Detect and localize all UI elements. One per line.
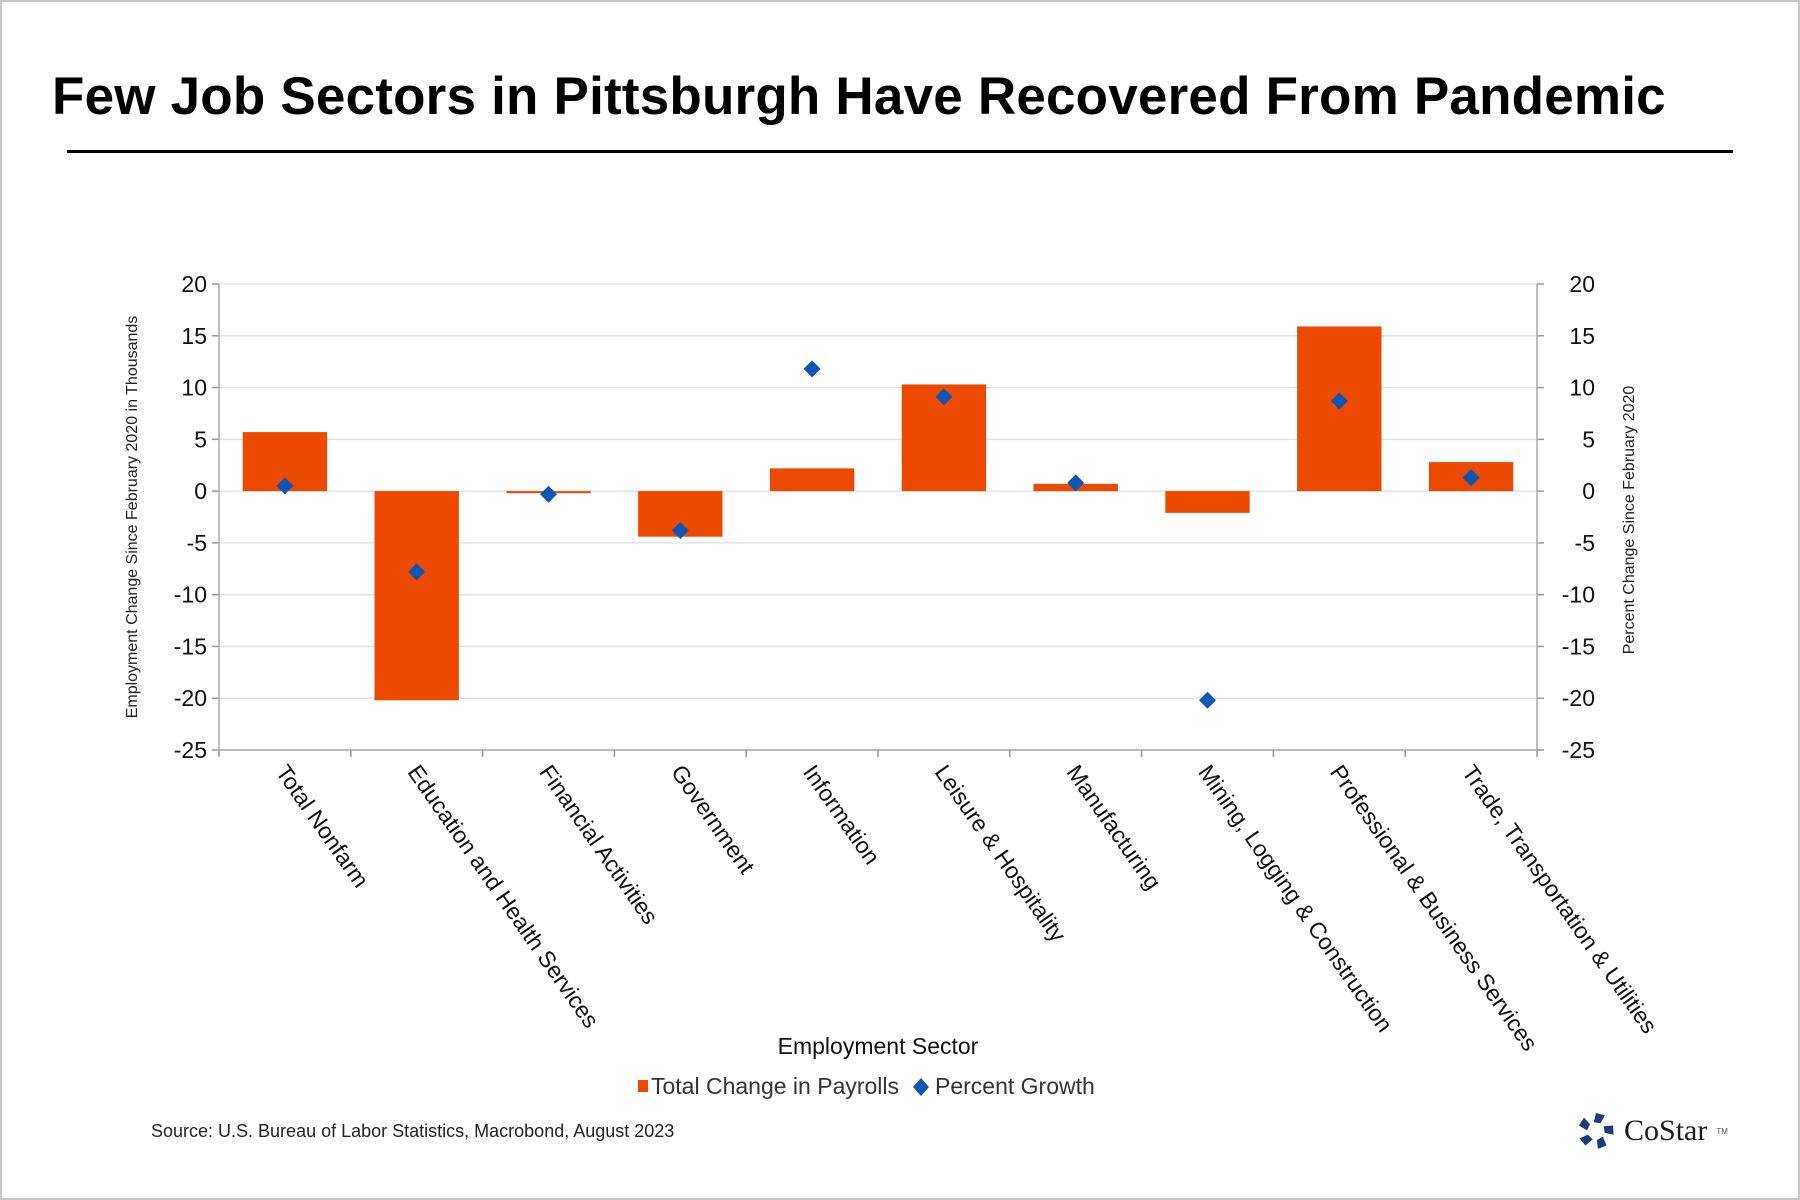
- axes: [212, 283, 1544, 757]
- right-tick-label: 0: [1582, 478, 1595, 504]
- point-marker: [540, 485, 557, 503]
- chart-title: Few Job Sectors in Pittsburgh Have Recov…: [52, 67, 1666, 126]
- logo-wedge: [1578, 1117, 1590, 1131]
- point-marker: [1199, 691, 1216, 709]
- left-tick-labels: 20 15 10 5 0 -5 -10 -15 -20 -25: [174, 271, 207, 763]
- left-tick-label: 10: [181, 375, 207, 401]
- logo-wedge: [1579, 1134, 1593, 1146]
- category-label: Financial Activities: [534, 760, 663, 929]
- left-tick-label: 0: [194, 478, 207, 504]
- bar: [374, 491, 459, 701]
- logo-wedge: [1596, 1136, 1607, 1149]
- logo-wedge: [1603, 1125, 1614, 1135]
- legend-label-bars: Total Change in Payrolls: [651, 1073, 899, 1099]
- y2-axis-title: Percent Change Since February 2020: [1621, 386, 1638, 655]
- costar-star-icon: [1578, 1113, 1614, 1149]
- point-marker: [276, 477, 294, 495]
- point-marker: [1462, 469, 1480, 487]
- left-tick-label: 5: [194, 426, 207, 452]
- category-label: Total Nonfarm: [271, 760, 374, 892]
- logo-wedge: [1593, 1113, 1605, 1124]
- right-tick-label: 10: [1569, 375, 1595, 401]
- y-axis-title: Employment Change Since February 2020 in…: [124, 316, 141, 719]
- right-tick-label: 5: [1582, 426, 1595, 452]
- category-label: Government: [666, 760, 760, 879]
- left-tick-label: -20: [174, 685, 207, 711]
- left-tick-label: -10: [174, 582, 207, 608]
- left-tick-label: 15: [181, 323, 207, 349]
- legend-label-points: Percent Growth: [935, 1073, 1095, 1099]
- bar: [1165, 491, 1250, 513]
- right-tick-label: -15: [1562, 633, 1595, 659]
- x-axis-title: Employment Sector: [778, 1033, 979, 1059]
- source-note: Source: U.S. Bureau of Labor Statistics,…: [151, 1121, 675, 1141]
- legend-swatch-bars: [638, 1080, 648, 1092]
- costar-logo: CoStar TM: [1576, 1112, 1728, 1150]
- right-tick-label: -25: [1562, 737, 1595, 763]
- category-label: Information: [798, 760, 885, 869]
- legend: Total Change in Payrolls Percent Growth: [638, 1073, 1095, 1099]
- point-marker: [935, 388, 953, 406]
- right-tick-label: 15: [1569, 323, 1595, 349]
- legend-swatch-points: [913, 1078, 929, 1096]
- left-tick-label: -5: [187, 530, 207, 556]
- point-series: [276, 360, 1480, 709]
- left-tick-label: 20: [181, 271, 207, 297]
- left-tick-label: -25: [174, 737, 207, 763]
- right-tick-label: -5: [1575, 530, 1595, 556]
- point-marker: [408, 563, 426, 581]
- bar-series: [242, 326, 1514, 701]
- right-tick-label: -10: [1562, 582, 1595, 608]
- category-label: Leisure & Hospitality: [930, 760, 1072, 947]
- right-tick-label: -20: [1562, 685, 1595, 711]
- logo-trademark: TM: [1716, 1126, 1728, 1136]
- category-labels: Total Nonfarm Education and Health Servic…: [271, 760, 1663, 1056]
- bar: [769, 468, 855, 492]
- right-tick-label: 20: [1569, 271, 1595, 297]
- point-marker: [1330, 392, 1348, 410]
- category-label: Manufacturing: [1062, 760, 1167, 894]
- title-divider: [67, 150, 1733, 153]
- point-marker: [1067, 474, 1085, 492]
- logo-text: CoStar: [1624, 1114, 1708, 1147]
- left-tick-label: -15: [174, 633, 207, 659]
- right-tick-labels: 20 15 10 5 0 -5 -10 -15 -20 -25: [1562, 271, 1595, 763]
- point-marker: [803, 360, 821, 378]
- point-marker: [671, 521, 689, 539]
